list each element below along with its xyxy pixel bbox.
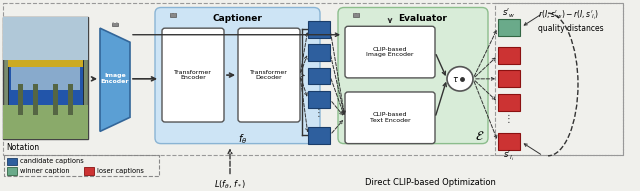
Bar — [33, 84, 38, 115]
Text: CLIP-based
Image Encoder: CLIP-based Image Encoder — [366, 47, 413, 57]
Text: ⋮: ⋮ — [504, 114, 514, 124]
Bar — [495, 3, 623, 155]
Text: τ: τ — [452, 75, 458, 84]
Text: $s'^{\,}_{l_i}$: $s'^{\,}_{l_i}$ — [503, 149, 515, 163]
Text: $r(I, s'_w) - r(I, s'_{l_i})$: $r(I, s'_w) - r(I, s'_{l_i})$ — [538, 8, 599, 22]
Bar — [7, 167, 17, 175]
Bar — [4, 155, 159, 176]
Text: Transformer
Encoder: Transformer Encoder — [174, 70, 212, 80]
Bar — [112, 23, 118, 26]
Text: $f_\theta$: $f_\theta$ — [238, 132, 247, 146]
Text: loser captions: loser captions — [97, 168, 144, 174]
Bar — [170, 13, 176, 17]
FancyBboxPatch shape — [345, 92, 435, 144]
Text: ⋮: ⋮ — [314, 108, 324, 118]
Polygon shape — [100, 28, 130, 131]
Bar — [308, 44, 330, 61]
Bar — [308, 127, 330, 144]
FancyBboxPatch shape — [238, 28, 300, 122]
Bar — [7, 158, 17, 165]
Bar — [498, 70, 520, 87]
Text: Direct CLIP-based Optimization: Direct CLIP-based Optimization — [365, 178, 495, 187]
Bar — [53, 84, 58, 115]
Text: Evaluator: Evaluator — [399, 14, 447, 23]
Bar — [18, 84, 23, 115]
Bar — [498, 47, 520, 64]
Bar — [3, 105, 88, 139]
Bar — [308, 68, 330, 84]
Circle shape — [447, 67, 473, 91]
Bar — [3, 17, 88, 139]
Text: Image
Encoder: Image Encoder — [100, 74, 129, 84]
Bar — [498, 94, 520, 111]
Bar — [353, 13, 359, 17]
Bar — [8, 60, 83, 106]
Bar — [308, 21, 330, 38]
Bar — [3, 17, 88, 60]
Text: Captioner: Captioner — [212, 14, 262, 23]
Bar — [498, 133, 520, 150]
Bar — [8, 60, 83, 67]
Bar — [498, 19, 520, 36]
Text: winner caption: winner caption — [20, 168, 70, 174]
Text: CLIP-based
Text Encoder: CLIP-based Text Encoder — [370, 112, 410, 123]
Text: Notation: Notation — [6, 143, 39, 152]
Bar — [68, 84, 73, 115]
Bar — [84, 167, 94, 175]
FancyBboxPatch shape — [155, 7, 320, 144]
Text: $L(f_\theta, f_*)$: $L(f_\theta, f_*)$ — [214, 178, 246, 191]
Text: candidate captions: candidate captions — [20, 159, 84, 164]
Bar — [308, 91, 330, 108]
FancyBboxPatch shape — [338, 7, 488, 144]
Text: $\mathcal{E}$: $\mathcal{E}$ — [476, 130, 484, 143]
FancyBboxPatch shape — [345, 26, 435, 78]
FancyBboxPatch shape — [162, 28, 224, 122]
Text: $s'^{\,}_{w}$: $s'^{\,}_{w}$ — [502, 6, 516, 20]
Text: Transformer
Decoder: Transformer Decoder — [250, 70, 288, 80]
Text: quality distances: quality distances — [538, 24, 604, 33]
Bar — [3, 3, 623, 155]
Bar — [11, 63, 80, 90]
